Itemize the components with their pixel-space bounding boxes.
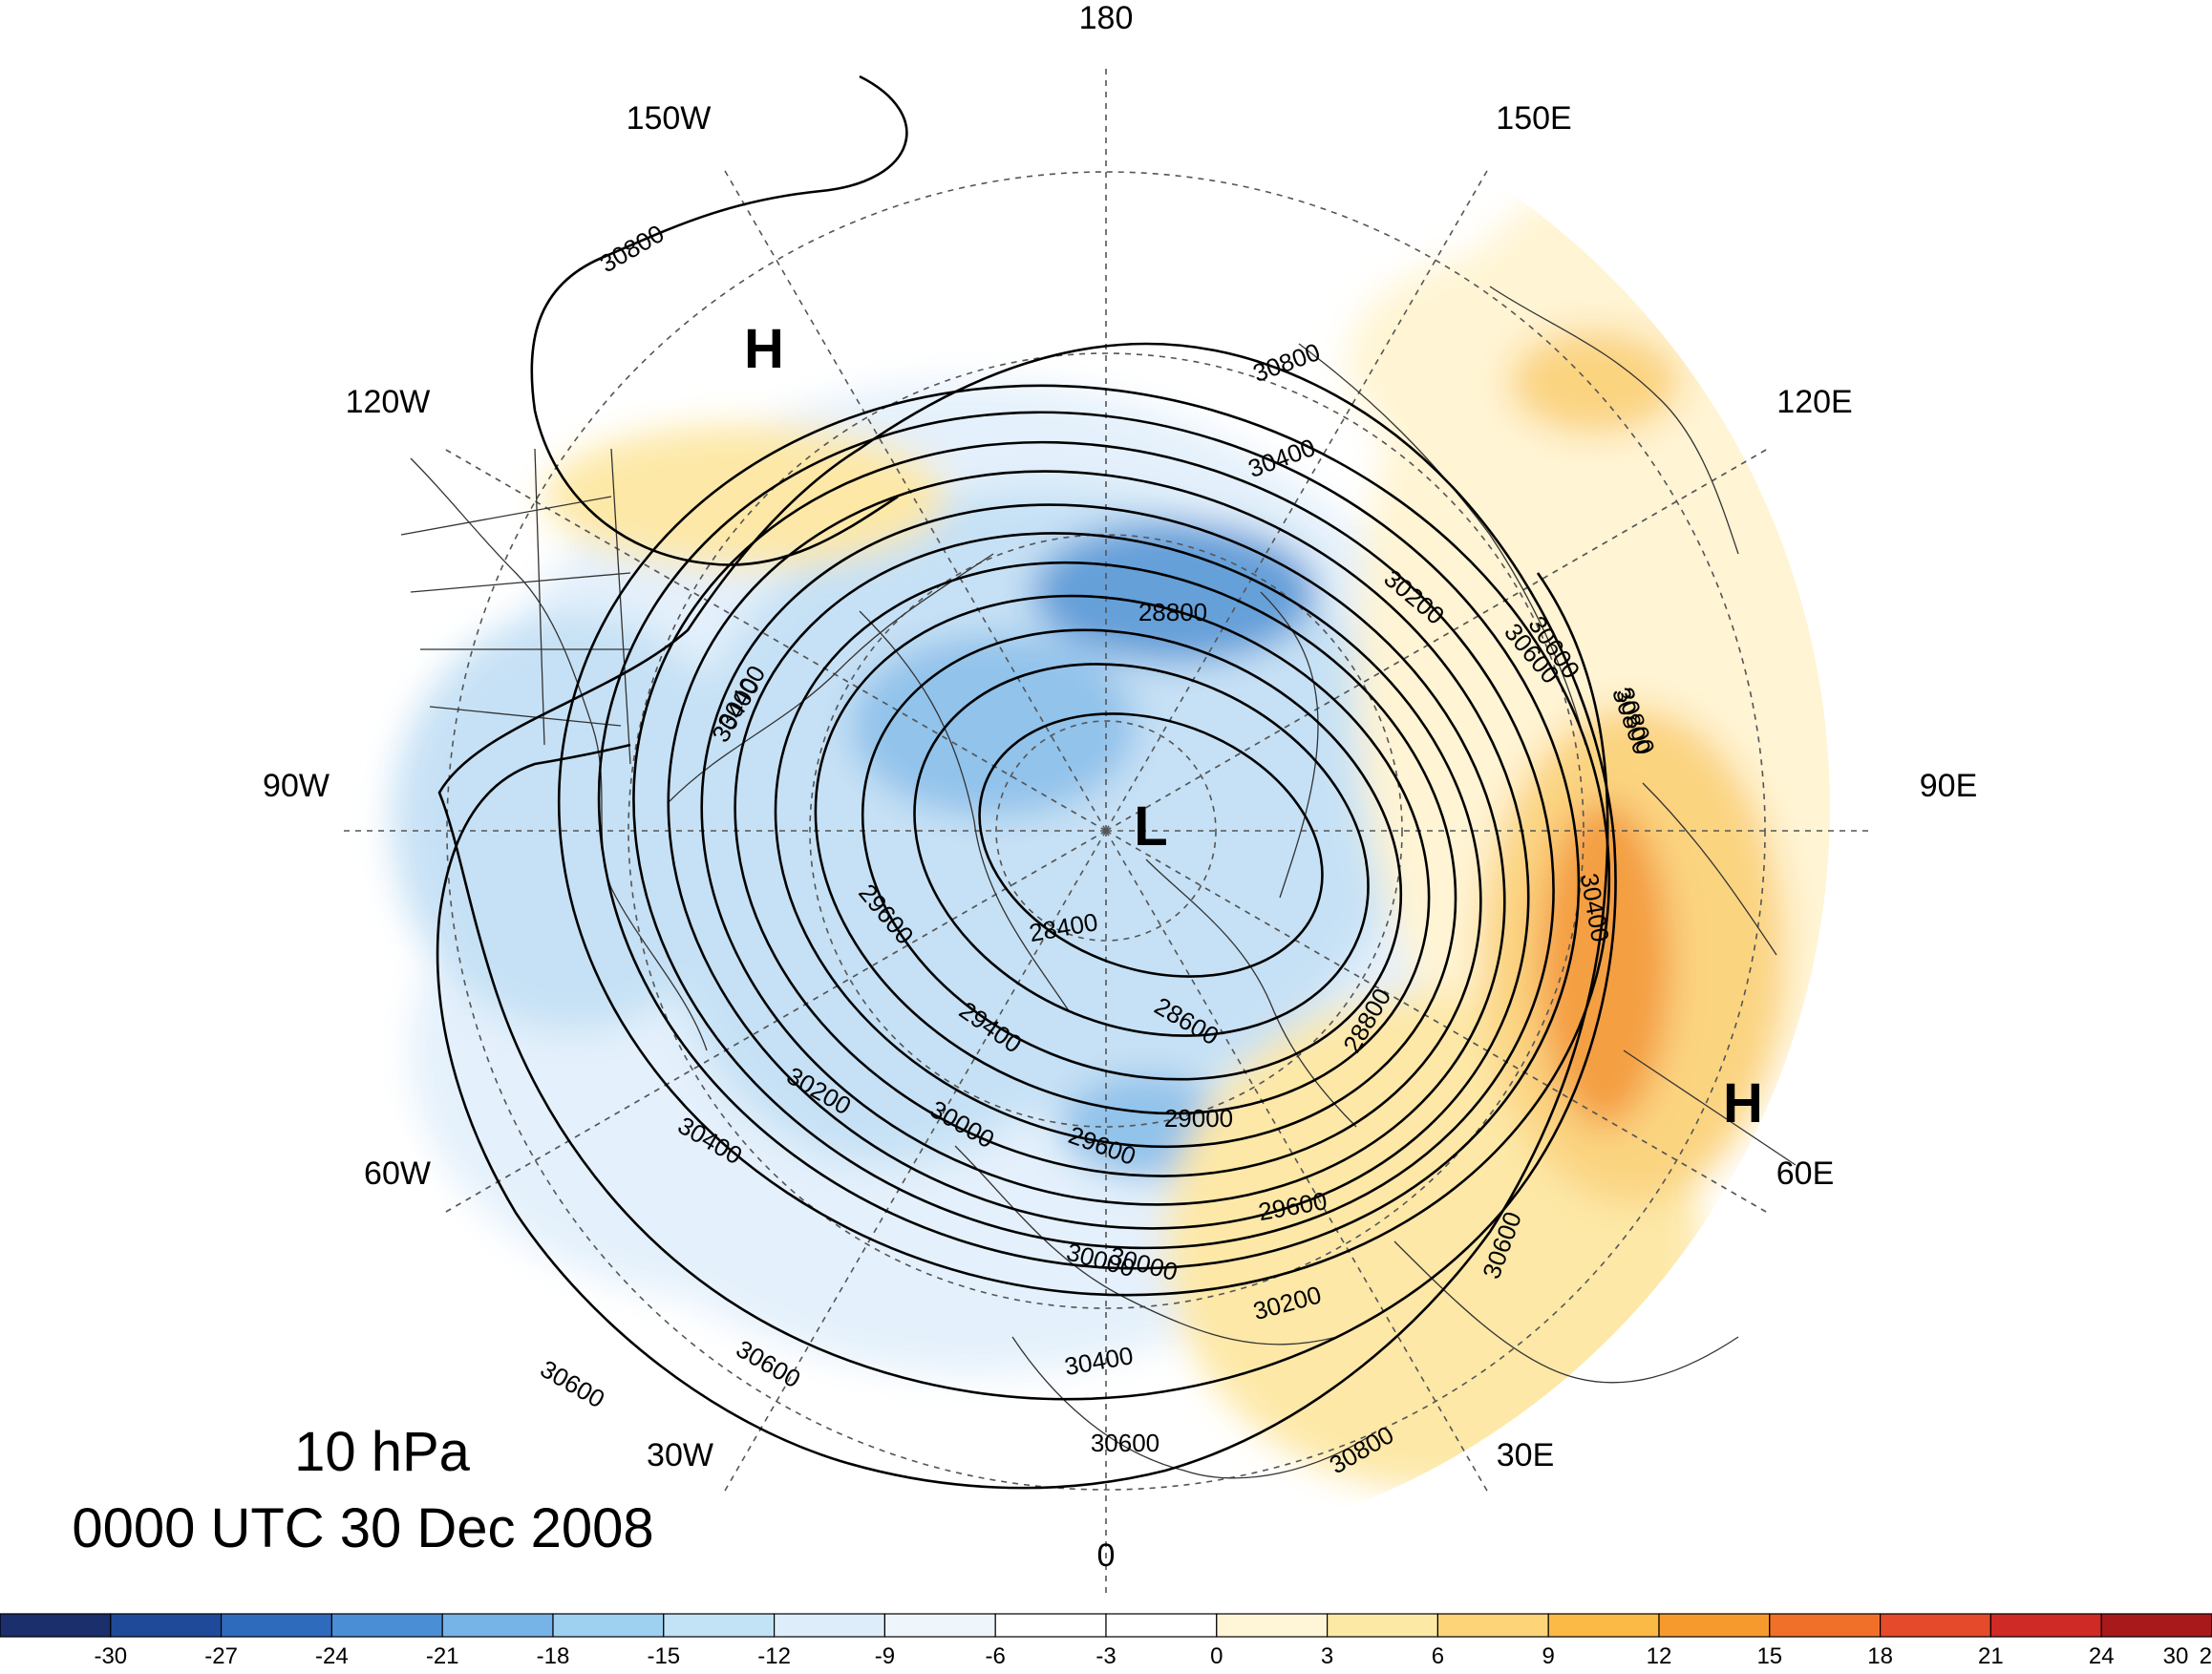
contour-label: 28800 xyxy=(1138,598,1207,626)
longitude-label-lon-60w: 60W xyxy=(364,1155,431,1192)
colorbar-tick-label: 3 xyxy=(1321,1643,1333,1669)
contour-label: 30800 xyxy=(1249,337,1324,388)
contour-label: 30600 xyxy=(1091,1429,1159,1457)
meridian-line xyxy=(1105,830,1489,1494)
high-pressure-center-high-asia: H xyxy=(1723,1072,1763,1134)
longitude-label-lon-60e: 60E xyxy=(1776,1155,1835,1192)
colorbar-swatch xyxy=(1105,1613,1218,1638)
meridian-line xyxy=(1105,448,1769,832)
colorbar-tick-label: -30 xyxy=(94,1643,127,1669)
colorbar-swatch xyxy=(1879,1613,1991,1638)
longitude-label-lon-180: 180 xyxy=(1079,0,1134,36)
contour-label: 30800 xyxy=(595,219,670,278)
colorbar-tick-label: -18 xyxy=(537,1643,570,1669)
geopotential-height-contours xyxy=(436,74,1617,1490)
colorbar-swatch xyxy=(0,1613,112,1638)
longitude-label-lon-150w: 150W xyxy=(627,100,712,137)
meridian-line xyxy=(723,168,1107,832)
colorbar-tick-label: -24 xyxy=(315,1643,349,1669)
colorbar-tick-label: -27 xyxy=(204,1643,238,1669)
longitude-label-lon-120e: 120E xyxy=(1776,384,1852,420)
colorbar-tick-label: -15 xyxy=(647,1643,680,1669)
colorbar-swatch xyxy=(110,1613,223,1638)
meridian-line xyxy=(723,830,1107,1494)
colorbar-tick-label: 18 xyxy=(1867,1643,1893,1669)
contour-label: 30600 xyxy=(536,1354,610,1413)
anomaly-colorbar: -30 -27 -24 -21 -18 -15 -12 -9 -6 -3 0 3 6 9 12 15 18 21 2… xyxy=(0,1613,2212,1669)
colorbar-swatch xyxy=(1436,1613,1549,1638)
colorbar-tick-label: 12 xyxy=(1647,1643,1672,1669)
level-label: 10 hPa xyxy=(294,1421,471,1483)
colorbar-swatch xyxy=(883,1613,996,1638)
colorbar-tick-label: -12 xyxy=(757,1643,791,1669)
colorbar-tick-label: 0 xyxy=(1210,1643,1223,1669)
colorbar-tick-label: 6 xyxy=(1432,1643,1444,1669)
longitude-label-lon-0: 0 xyxy=(1097,1537,1116,1574)
colorbar-swatch xyxy=(1547,1613,1660,1638)
colorbar-tick-label: -21 xyxy=(426,1643,459,1669)
longitude-label-lon-30e: 30E xyxy=(1497,1437,1555,1473)
colorbar-tick-label: -3 xyxy=(1095,1643,1116,1669)
colorbar-tick-label: 9 xyxy=(1542,1643,1555,1669)
colorbar-tick-label: 15 xyxy=(1756,1643,1782,1669)
colorbar-swatch xyxy=(1989,1613,2102,1638)
colorbar-swatch xyxy=(1769,1613,1882,1638)
colorbar-tick-label: -6 xyxy=(986,1643,1006,1669)
colorbar-swatch xyxy=(773,1613,885,1638)
colorbar-tick-label: 24 xyxy=(2089,1643,2115,1669)
longitude-label-lon-90w: 90W xyxy=(263,768,330,804)
coastlines xyxy=(400,286,1797,1479)
low-pressure-center-low-center: L xyxy=(1134,795,1167,858)
colorbar-swatch xyxy=(1326,1613,1438,1638)
colorbar-swatch xyxy=(994,1613,1107,1638)
colorbar-tick-label: -9 xyxy=(875,1643,895,1669)
colorbar-swatch xyxy=(1658,1613,1771,1638)
longitude-label-lon-30w: 30W xyxy=(647,1437,713,1473)
longitude-label-lon-120w: 120W xyxy=(346,384,431,420)
high-pressure-center-high-pacific: H xyxy=(744,318,784,380)
colorbar-swatch xyxy=(2100,1613,2212,1638)
colorbar-tick-label: 21 xyxy=(1978,1643,2004,1669)
colorbar-swatch xyxy=(663,1613,776,1638)
colorbar-swatch xyxy=(221,1613,333,1638)
colorbar-tick-label: 30 xyxy=(2163,1643,2189,1669)
colorbar-tick-label: 27 xyxy=(2200,1643,2212,1669)
colorbar-swatch xyxy=(1216,1613,1329,1638)
colorbar-swatch xyxy=(441,1613,554,1638)
datetime-label: 0000 UTC 30 Dec 2008 xyxy=(72,1497,653,1559)
colorbar-swatch xyxy=(330,1613,443,1638)
longitude-label-lon-90e: 90E xyxy=(1920,768,1978,804)
meridian-line xyxy=(1105,830,1769,1214)
colorbar-swatch xyxy=(552,1613,665,1638)
contour-label: 29000 xyxy=(1164,1104,1233,1133)
meridian-line xyxy=(443,448,1107,832)
longitude-label-lon-150e: 150E xyxy=(1496,100,1571,137)
